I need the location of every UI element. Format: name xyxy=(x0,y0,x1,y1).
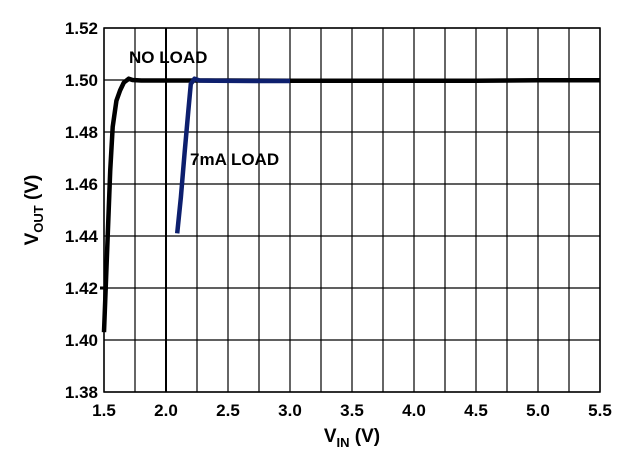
x-axis-title: VIN (V) xyxy=(324,426,380,450)
y-tick-label: 1.46 xyxy=(65,175,98,194)
y-tick-label: 1.40 xyxy=(65,331,98,350)
x-tick-label: 4.5 xyxy=(464,401,488,420)
y-tick-label: 1.50 xyxy=(65,71,98,90)
y-tick-label: 1.44 xyxy=(65,227,99,246)
y-axis-title-subscript: OUT xyxy=(31,205,46,233)
series-layer xyxy=(101,76,600,333)
y-axis-title-unit: (V) xyxy=(22,175,43,206)
x-tick-label: 5.5 xyxy=(588,401,612,420)
x-tick-label: 2.0 xyxy=(154,401,178,420)
x-tick-label: 5.0 xyxy=(526,401,550,420)
y-tick-label: 1.52 xyxy=(65,19,98,38)
plot-frame xyxy=(103,27,601,393)
x-tick-label: 4.0 xyxy=(402,401,426,420)
x-axis-title-subscript: IN xyxy=(337,435,350,450)
x-axis-title-main: V xyxy=(324,426,337,447)
annotation-no-load: NO LOAD xyxy=(129,48,207,67)
x-axis-title-unit: (V) xyxy=(350,426,381,447)
series-line-7ma-load xyxy=(174,76,290,234)
y-tick-label: 1.38 xyxy=(65,383,98,402)
y-axis-title-main: V xyxy=(22,232,43,245)
y-tick-label: 1.48 xyxy=(65,123,98,142)
annotation-7ma-load: 7mA LOAD xyxy=(190,150,279,169)
series-line-no-load xyxy=(101,76,600,333)
x-tick-label: 3.5 xyxy=(340,401,364,420)
x-tick-label: 2.5 xyxy=(216,401,240,420)
tick-labels: 1.5 2.0 2.5 3.0 3.5 4.0 4.5 5.0 5.5 1.38 1.40 1.42 1… xyxy=(65,19,612,420)
x-tick-label: 1.5 xyxy=(92,401,116,420)
y-tick-label: 1.42 xyxy=(65,279,98,298)
y-axis-title: VOUT (V) xyxy=(22,175,46,246)
x-tick-label: 3.0 xyxy=(278,401,302,420)
